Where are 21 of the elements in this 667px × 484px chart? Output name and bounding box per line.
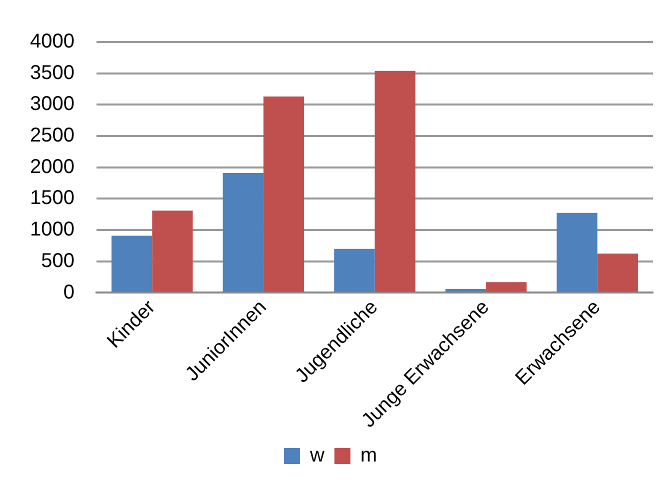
y-tick-label: 500: [41, 250, 74, 272]
bar: [556, 212, 598, 292]
y-tick-label: 3000: [30, 93, 74, 116]
y-tick-label: 1500: [30, 187, 74, 210]
bar: [222, 173, 264, 292]
bar: [445, 288, 486, 292]
legend-label: m: [360, 444, 378, 467]
y-tick-label: 4000: [30, 30, 74, 53]
y-tick-label: 2500: [30, 124, 74, 147]
bar: [334, 248, 375, 292]
y-tick-label: 2000: [30, 156, 74, 178]
y-tick-label: 3500: [30, 62, 74, 84]
bar: [486, 282, 527, 292]
bar: [597, 254, 638, 292]
bar: [263, 96, 304, 292]
legend-label: w: [308, 444, 325, 467]
bar: [374, 70, 416, 292]
y-tick-label: 1000: [30, 218, 74, 241]
bar: [112, 236, 152, 292]
bar: [152, 210, 193, 292]
y-tick-label: 0: [63, 281, 74, 304]
